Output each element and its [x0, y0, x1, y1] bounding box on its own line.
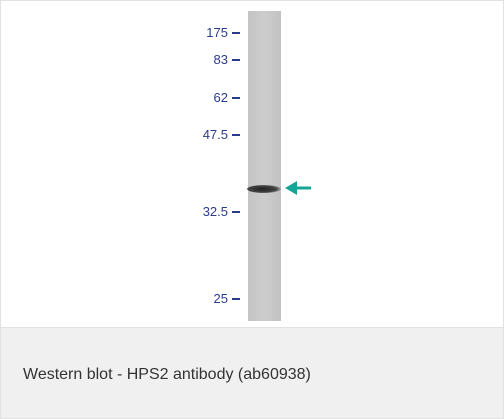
marker-label: 47.5	[203, 128, 228, 142]
arrow	[285, 181, 311, 195]
marker-label: 25	[214, 292, 228, 306]
caption-bar: Western blot - HPS2 antibody (ab60938)	[1, 328, 503, 418]
blot-graphic	[1, 1, 503, 327]
product-card: 175 83 62 47.5 32.5 25 Western blot - HP…	[0, 0, 504, 419]
caption: Western blot - HPS2 antibody (ab60938)	[23, 366, 311, 384]
blot-image: 175 83 62 47.5 32.5 25	[1, 1, 503, 328]
marker-label: 62	[214, 91, 228, 105]
marker-label: 175	[206, 26, 228, 40]
marker-label: 83	[214, 53, 228, 67]
band	[247, 185, 281, 193]
marker-ticks	[232, 33, 240, 299]
marker-label: 32.5	[203, 205, 228, 219]
lane	[248, 11, 281, 321]
